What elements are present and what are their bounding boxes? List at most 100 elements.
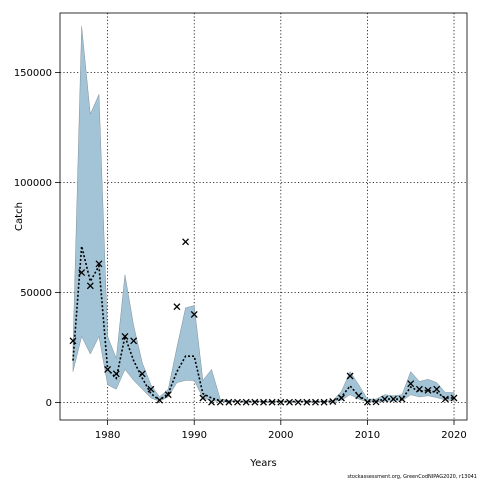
observation-marker [286,398,293,406]
observation-marker [398,395,406,403]
footnote: stockassessment.org, GreenCodNIPAG2020, … [347,474,477,480]
marker-stroke [450,394,458,402]
observation-marker [433,385,441,393]
marker-stroke [164,391,172,399]
marker-stroke [78,269,86,277]
observation-marker [156,396,164,404]
observation-marker [147,385,155,393]
marker-stroke [433,385,441,393]
observation-marker [173,303,181,311]
observation-marker [130,337,138,345]
marker-stroke [199,394,207,402]
observation-markers [69,238,458,406]
marker-stroke [294,398,302,406]
observation-marker [104,365,112,373]
marker-stroke [303,398,311,406]
observation-marker [441,395,449,403]
marker-stroke [86,282,94,290]
x-tick-label: 1980 [95,430,120,441]
marker-stroke [138,370,146,378]
observation-marker [199,394,207,402]
observation-marker [277,398,285,406]
marker-stroke [260,398,267,406]
observation-marker [95,260,103,268]
x-tick-label: 2020 [441,430,466,441]
observation-marker [415,385,423,393]
marker-stroke [363,398,371,406]
observation-marker [303,398,311,406]
marker-stroke [121,332,129,340]
observation-marker [234,398,241,406]
marker-stroke [441,395,449,403]
observation-marker [337,394,345,402]
observation-marker [182,238,190,246]
y-tick-label: 50000 [20,288,52,299]
marker-stroke [398,395,406,403]
marker-stroke [251,398,259,406]
marker-stroke [190,310,198,318]
marker-stroke [372,398,380,406]
marker-stroke [234,398,241,406]
observation-marker [363,398,371,406]
observation-marker [86,282,94,290]
y-axis-label: Catch [14,202,25,231]
marker-stroke [381,395,389,403]
observation-marker [138,370,146,378]
marker-stroke [216,398,224,406]
x-tick-label: 2010 [355,430,380,441]
marker-stroke [407,380,415,388]
observation-marker [268,398,276,406]
observation-marker [78,269,86,277]
confidence-band-layer [72,26,455,403]
marker-stroke [286,398,293,406]
marker-stroke [329,398,337,405]
x-tick-label: 2000 [268,430,293,441]
marker-stroke [225,398,233,406]
marker-stroke [69,337,77,345]
marker-stroke [320,398,328,406]
marker-stroke [424,386,432,394]
marker-stroke [268,398,276,406]
observation-marker [242,398,250,406]
observation-marker [389,395,397,403]
observation-marker [407,380,415,388]
marker-stroke [182,238,190,246]
observation-marker [320,398,328,406]
y-tick-label: 100000 [14,178,52,189]
marker-stroke [277,398,285,406]
marker-stroke [95,260,103,268]
marker-stroke [147,385,155,393]
confidence-band [72,26,455,403]
observation-marker [225,398,233,406]
x-tick-label: 1990 [181,430,206,441]
x-axis-label: Years [249,458,276,469]
marker-stroke [346,372,354,380]
marker-stroke [311,398,319,406]
marker-stroke [173,303,181,311]
marker-stroke [355,392,363,400]
observation-marker [294,398,302,406]
marker-stroke [415,385,423,393]
marker-stroke [242,398,250,406]
observation-marker [251,398,259,406]
marker-stroke [130,337,138,345]
observation-marker [260,398,267,406]
observation-marker [346,372,354,380]
observation-marker [190,310,198,318]
marker-stroke [389,395,397,403]
observation-marker [216,398,224,406]
plot-frame [59,12,468,421]
observation-marker [424,386,432,394]
y-tick-label: 150000 [14,68,52,79]
observation-marker [112,370,120,378]
observation-marker [372,398,380,406]
observation-marker [329,398,337,405]
observation-marker [450,394,458,402]
observation-marker [69,337,77,345]
x-axis: 1980 1990 2000 2010 2020 [95,420,467,441]
observation-marker [311,398,319,406]
y-tick-label: 0 [46,398,52,409]
observation-marker [121,332,129,340]
marker-stroke [156,396,164,404]
